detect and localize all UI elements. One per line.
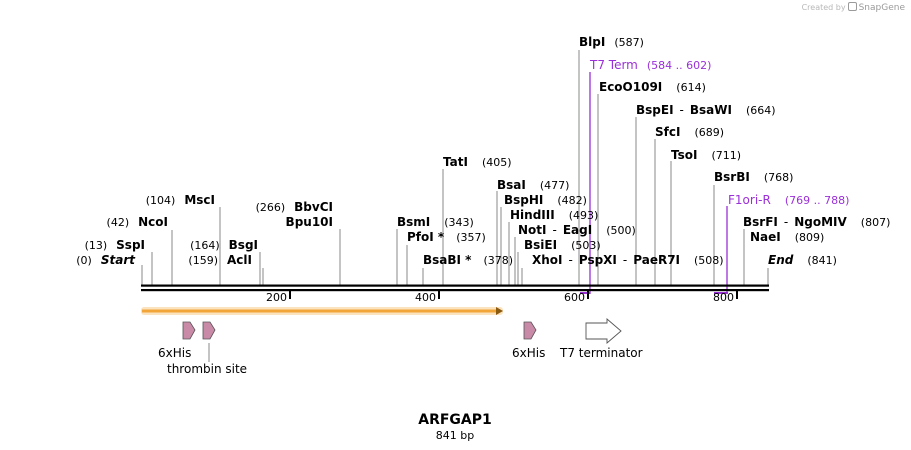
site-label-blpi[interactable]: BlpI (587) bbox=[579, 35, 644, 49]
backbone-bottom-strand bbox=[141, 289, 769, 292]
site-label-acli[interactable]: (159) AclI bbox=[188, 253, 252, 267]
his-tag-arrow-icon[interactable] bbox=[182, 321, 196, 340]
feature-label-his2: 6xHis bbox=[512, 346, 545, 360]
orf-bar[interactable] bbox=[142, 309, 496, 313]
site-label-ecoo109i[interactable]: EcoO109I (614) bbox=[599, 80, 706, 94]
site-label-end[interactable]: End (841) bbox=[768, 253, 837, 267]
thrombin-arrow-icon[interactable] bbox=[202, 321, 216, 340]
feature-his-tag-2[interactable] bbox=[523, 321, 537, 340]
site-label-sspi[interactable]: (13) SspI bbox=[85, 238, 145, 252]
plasmid-length: 841 bp bbox=[436, 429, 474, 442]
feature-label-his1: 6xHis bbox=[158, 346, 191, 360]
snapgene-credit: Created by SnapGene bbox=[802, 2, 905, 13]
site-label-t7term[interactable]: T7 Term (584 .. 602) bbox=[589, 58, 711, 72]
site-label-xhoi[interactable]: XhoI - PspXI - PaeR7I (508) bbox=[532, 253, 724, 267]
orf-feature[interactable] bbox=[141, 307, 503, 315]
feature-label-thrombin: thrombin site bbox=[167, 362, 247, 376]
ruler-label-400: 400 bbox=[415, 291, 436, 304]
site-label-naei[interactable]: NaeI (809) bbox=[750, 230, 824, 244]
ruler-label-800: 800 bbox=[713, 291, 734, 304]
sequence-backbone bbox=[141, 284, 769, 294]
credit-brand: SnapGene bbox=[858, 3, 905, 13]
credit-prefix: Created by bbox=[801, 3, 846, 12]
site-label-bpu10i[interactable]: Bpu10I bbox=[286, 215, 333, 229]
site-label-bsrbi[interactable]: BsrBI (768) bbox=[714, 170, 793, 184]
site-label-pfoi[interactable]: PfoI * (357) bbox=[407, 230, 486, 244]
site-label-bsiei[interactable]: BsiEI (503) bbox=[524, 238, 601, 252]
site-label-start[interactable]: (0) Start bbox=[76, 253, 136, 267]
orf-arrowhead-icon bbox=[496, 307, 503, 315]
site-label-tsoi[interactable]: TsoI (711) bbox=[671, 148, 741, 162]
ruler-label-200: 200 bbox=[266, 291, 287, 304]
terminator-arrow-icon[interactable] bbox=[585, 318, 622, 344]
site-label-f1orir[interactable]: F1ori-R (769 .. 788) bbox=[728, 193, 849, 207]
site-label-msci[interactable]: (104) MscI bbox=[146, 193, 215, 207]
feature-label-t7terminator: T7 terminator bbox=[559, 346, 643, 360]
site-labels: BlpI (587) T7 Term (584 .. 602) EcoO109I (6… bbox=[76, 35, 890, 267]
site-label-bsmi[interactable]: BsmI (343) bbox=[397, 215, 474, 229]
site-label-bsrfi[interactable]: BsrFI - NgoMIV (807) bbox=[743, 215, 890, 229]
site-label-noti[interactable]: NotI - EagI (500) bbox=[518, 223, 636, 237]
site-label-bsphi[interactable]: BspHI (482) bbox=[504, 193, 587, 207]
site-label-bspei[interactable]: BspEI - BsaWI (664) bbox=[636, 103, 776, 117]
site-label-ncoi[interactable]: (42) NcoI bbox=[107, 215, 168, 229]
feature-thrombin-site[interactable] bbox=[202, 321, 216, 362]
feature-t7-terminator[interactable] bbox=[585, 318, 622, 344]
site-label-sfci[interactable]: SfcI (689) bbox=[655, 125, 724, 139]
site-label-hindiii[interactable]: HindIII (493) bbox=[510, 208, 598, 222]
snapgene-logo-icon bbox=[847, 2, 857, 11]
site-label-bbvci[interactable]: (266) BbvCI bbox=[256, 200, 333, 214]
site-label-bsabi[interactable]: BsaBI * (378) bbox=[423, 253, 513, 267]
backbone-top-strand bbox=[141, 284, 769, 287]
ruler: 200 400 600 800 bbox=[266, 291, 738, 304]
ruler-label-600: 600 bbox=[564, 291, 585, 304]
site-label-tati[interactable]: TatI (405) bbox=[443, 155, 512, 169]
his-tag-arrow-icon[interactable] bbox=[523, 321, 537, 340]
site-label-bsai[interactable]: BsaI (477) bbox=[497, 178, 569, 192]
site-label-bsgi[interactable]: (164) BsgI bbox=[190, 238, 258, 252]
plasmid-name: ARFGAP1 bbox=[418, 412, 492, 428]
feature-his-tag-1[interactable] bbox=[182, 321, 196, 340]
site-lines bbox=[141, 50, 769, 285]
primer-lines bbox=[589, 72, 728, 294]
